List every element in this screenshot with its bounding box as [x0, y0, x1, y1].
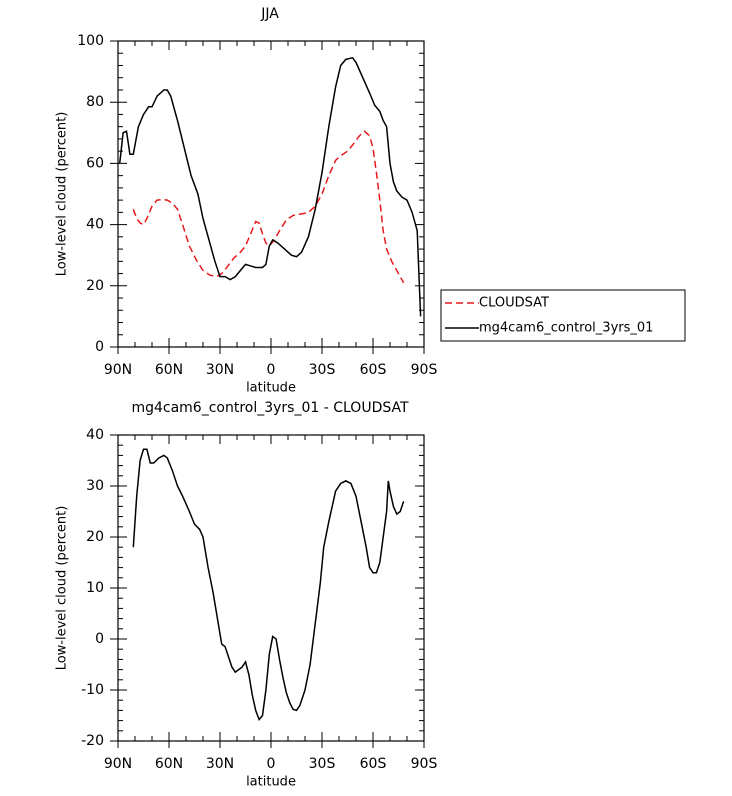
y-tick-label: 0	[95, 339, 104, 355]
x-axis-label: latitude	[246, 381, 296, 396]
legend-label: mg4cam6_control_3yrs_01	[479, 321, 653, 336]
plot-frame	[117, 434, 425, 742]
y-tick-label: -10	[81, 682, 104, 698]
data-line	[132, 448, 405, 722]
y-tick-label: 20	[86, 278, 104, 294]
x-tick-label: 60N	[155, 756, 183, 772]
x-tick-label: 30S	[309, 756, 336, 772]
x-tick-label: 90N	[104, 756, 132, 772]
x-tick-label: 60S	[360, 362, 387, 378]
chart-title: JJA	[260, 6, 279, 22]
y-axis-label: Low-level cloud (percent)	[55, 506, 70, 671]
data-line	[118, 56, 422, 317]
y-tick-label: 100	[77, 33, 104, 49]
x-tick-label: 90N	[104, 362, 132, 378]
plot-frame	[117, 40, 425, 348]
chart-title: mg4cam6_control_3yrs_01 - CLOUDSAT	[131, 400, 409, 416]
x-tick-label: 90S	[411, 756, 438, 772]
x-tick-label: 30N	[206, 756, 234, 772]
x-tick-label: 30N	[206, 362, 234, 378]
x-tick-label: 90S	[411, 362, 438, 378]
y-tick-label: 0	[95, 631, 104, 647]
y-tick-label: 30	[86, 478, 104, 494]
x-axis-label: latitude	[246, 775, 296, 790]
x-tick-label: 0	[267, 362, 276, 378]
x-tick-label: 60N	[155, 362, 183, 378]
legend-label: CLOUDSAT	[479, 296, 549, 311]
y-tick-label: 40	[86, 217, 104, 233]
y-tick-label: 10	[86, 580, 104, 596]
x-tick-label: 60S	[360, 756, 387, 772]
x-tick-label: 30S	[309, 362, 336, 378]
y-tick-label: -20	[81, 733, 104, 749]
legend-box	[440, 289, 686, 342]
y-tick-label: 60	[86, 155, 104, 171]
y-tick-label: 20	[86, 529, 104, 545]
x-tick-label: 0	[267, 756, 276, 772]
data-line	[132, 130, 405, 284]
y-axis-label: Low-level cloud (percent)	[55, 112, 70, 277]
y-tick-label: 80	[86, 94, 104, 110]
y-tick-label: 40	[86, 427, 104, 443]
